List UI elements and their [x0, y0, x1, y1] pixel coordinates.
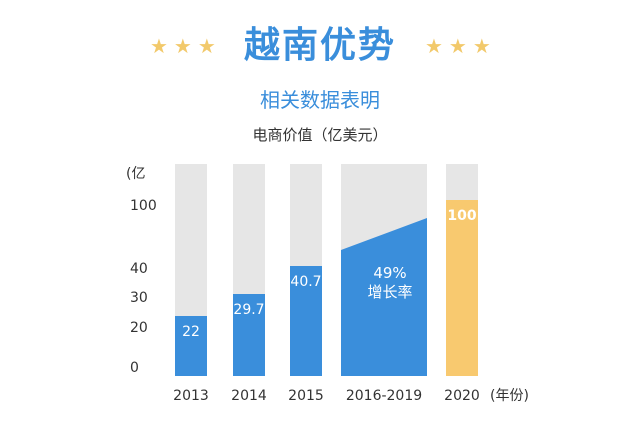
- bar-value-label: 22: [182, 324, 200, 340]
- growth-rate-label: 49%: [373, 264, 406, 282]
- category-label: 2016-2019: [346, 388, 422, 404]
- category-label: 2014: [231, 388, 267, 404]
- y-tick-label: 20: [130, 320, 148, 336]
- category-label: 2013: [173, 388, 209, 404]
- y-tick-label: 0: [130, 360, 139, 376]
- chart-title: 电商价值（亿美元）: [252, 126, 388, 144]
- category-label: 2020: [444, 388, 480, 404]
- decorative-stars-left: ★★★: [150, 34, 222, 58]
- bar-value-label: 100: [447, 208, 476, 224]
- bar-value-label: 29.7: [233, 302, 264, 318]
- bar: [233, 294, 265, 376]
- decorative-stars-right: ★★★: [425, 34, 497, 58]
- bar-value-label: 40.7: [290, 274, 321, 290]
- y-tick-label: 30: [130, 290, 148, 306]
- page-title: 越南优势: [243, 25, 396, 66]
- bar: [446, 200, 478, 376]
- bar: [175, 316, 207, 376]
- y-tick-label: 40: [130, 261, 148, 277]
- growth-area: [341, 218, 427, 376]
- y-axis-label: (亿: [126, 166, 145, 182]
- category-label: 2015: [288, 388, 324, 404]
- growth-rate-caption: 增长率: [367, 283, 412, 301]
- y-tick-label: 100: [130, 198, 157, 214]
- page-subtitle: 相关数据表明: [260, 88, 380, 112]
- x-axis-label: (年份): [490, 388, 529, 404]
- bar: [290, 266, 322, 376]
